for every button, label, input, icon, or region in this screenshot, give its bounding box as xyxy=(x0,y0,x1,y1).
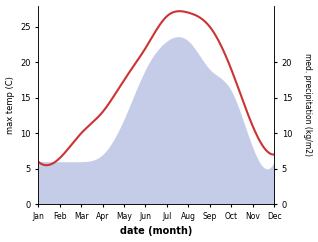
Y-axis label: med. precipitation (kg/m2): med. precipitation (kg/m2) xyxy=(303,53,313,156)
X-axis label: date (month): date (month) xyxy=(120,227,192,236)
Y-axis label: max temp (C): max temp (C) xyxy=(5,76,15,134)
